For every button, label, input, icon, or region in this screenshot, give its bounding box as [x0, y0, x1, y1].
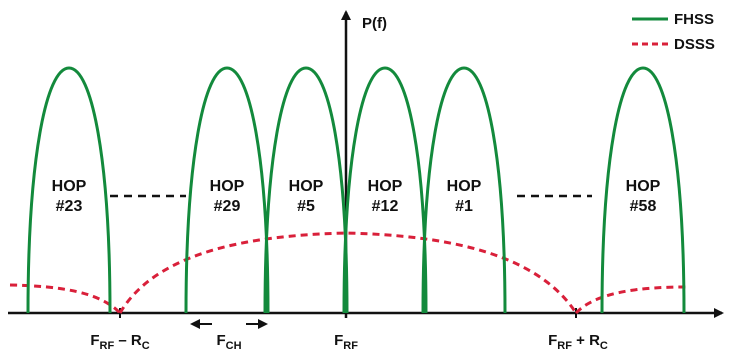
hop-label-23-num: #23 — [56, 198, 83, 215]
hop-label-5-num: #5 — [297, 198, 315, 215]
dsss-curve-right — [574, 285, 687, 315]
legend: FHSS DSSS — [632, 11, 715, 53]
hop-label-5-word: HOP — [289, 178, 324, 195]
hop-label-1-num: #1 — [455, 198, 473, 215]
x-label-fch: FCH — [216, 332, 241, 352]
legend-fhss-label: FHSS — [674, 11, 714, 28]
fhss-lobe-hop-29 — [184, 66, 270, 314]
x-label-frf: FRF — [334, 332, 358, 352]
hop-label-29-num: #29 — [214, 198, 241, 215]
hop-label-1-word: HOP — [447, 178, 482, 195]
y-axis-label: P(f) — [362, 15, 387, 32]
hop-label-58-word: HOP — [626, 178, 661, 195]
fhss-lobe-hop-12 — [342, 66, 428, 314]
fhss-lobe-hop-1 — [421, 66, 507, 314]
dsss-curve-left — [9, 283, 122, 315]
fhss-lobes — [26, 66, 686, 314]
hop-label-29-word: HOP — [210, 178, 245, 195]
dsss-curve-center — [118, 231, 578, 314]
x-label-frf-minus-rc: FRF – RC — [90, 332, 149, 352]
fhss-lobe-hop-23 — [26, 66, 112, 314]
fhss-lobe-hop-5 — [263, 66, 349, 314]
fhss-lobe-hop-58 — [600, 66, 686, 314]
hop-label-12-num: #12 — [372, 198, 399, 215]
x-label-frf-plus-rc: FRF + RC — [548, 332, 608, 352]
hop-label-12-word: HOP — [368, 178, 403, 195]
hop-label-23-word: HOP — [52, 178, 87, 195]
hop-label-58-num: #58 — [630, 198, 657, 215]
legend-dsss-label: DSSS — [674, 36, 715, 53]
